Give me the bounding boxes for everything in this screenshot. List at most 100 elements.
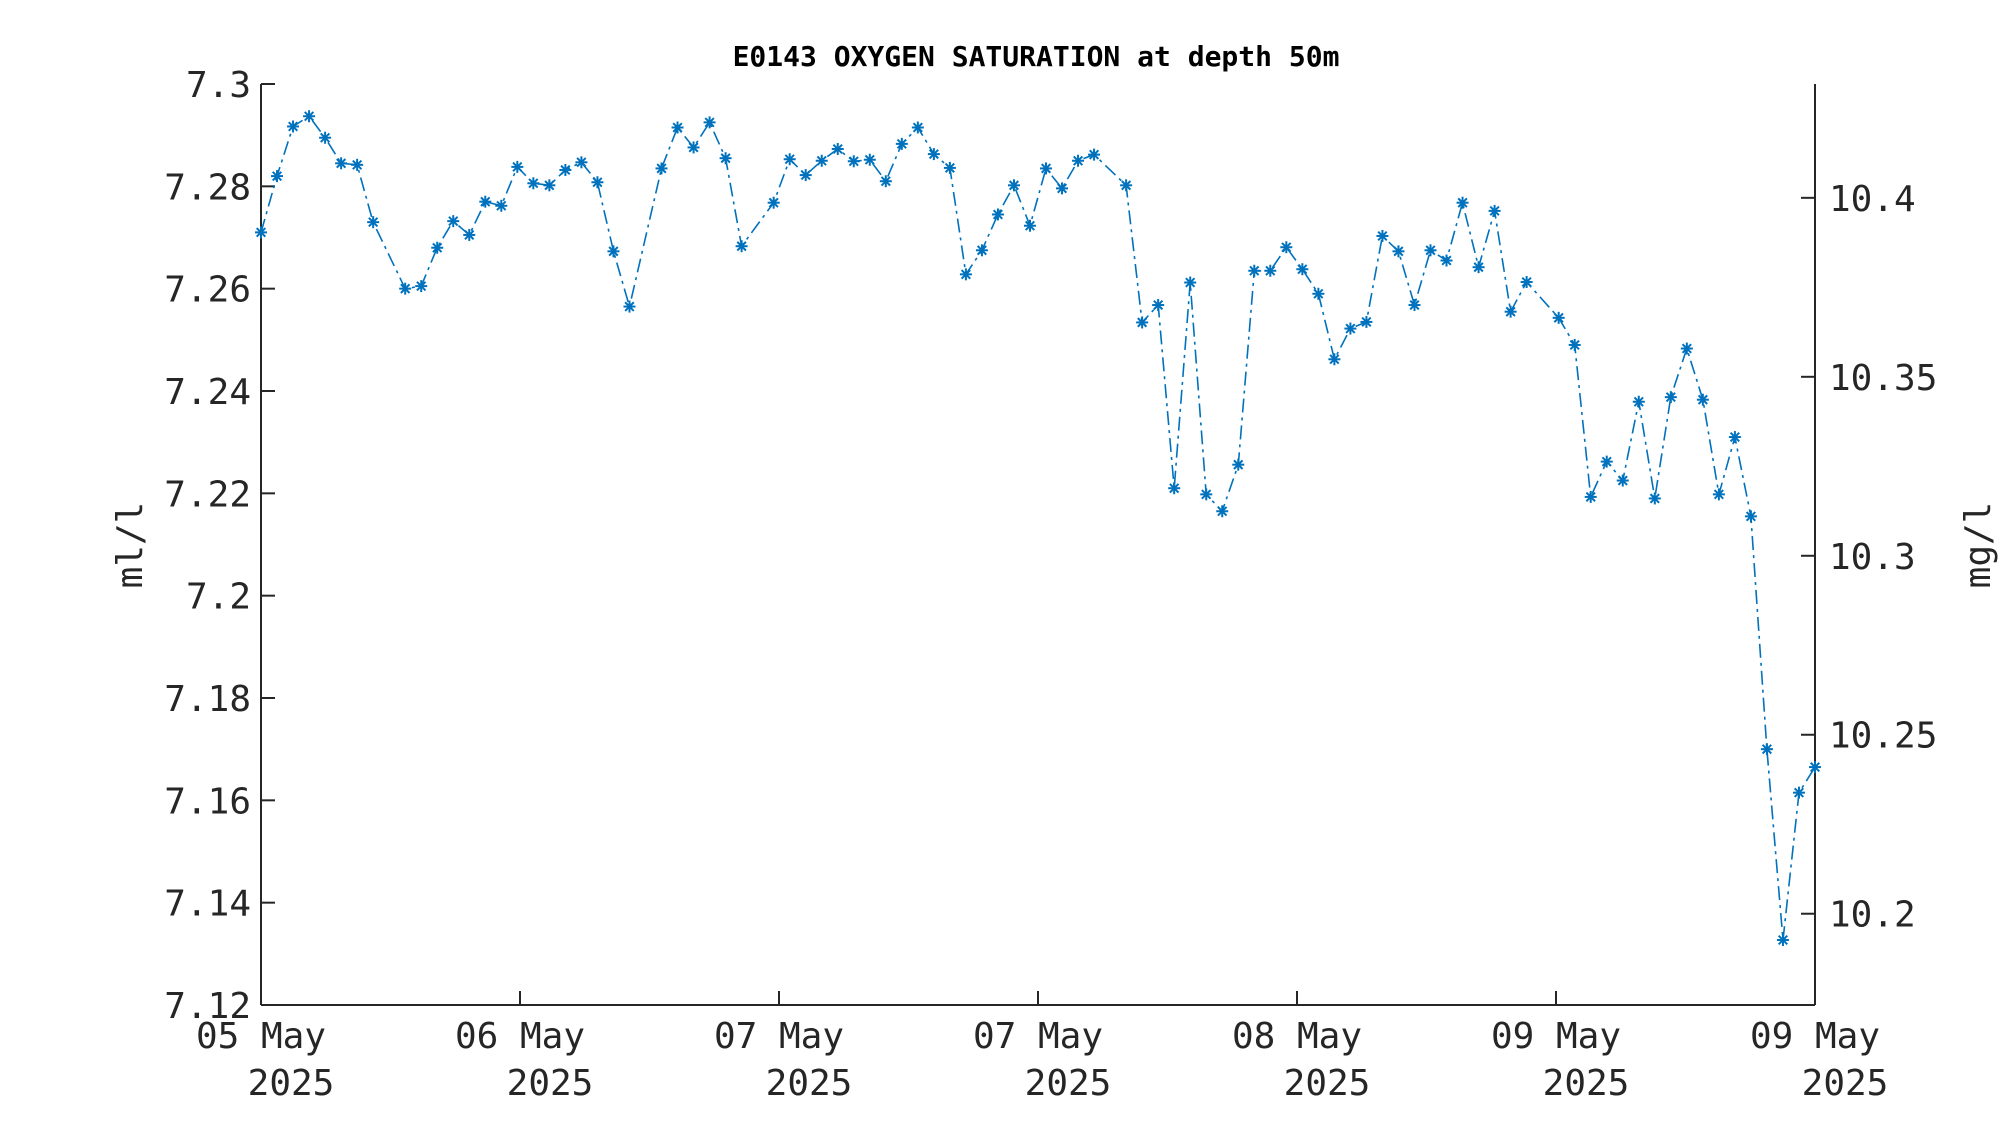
data-point xyxy=(1648,492,1661,505)
right-tick-label: 10.3 xyxy=(1829,537,1916,578)
data-point xyxy=(943,161,956,174)
data-point xyxy=(591,176,604,189)
data-point xyxy=(1328,353,1341,366)
x-tick-day-label: 07 May xyxy=(973,1016,1103,1057)
left-tick-label: 7.22 xyxy=(164,474,251,515)
data-point xyxy=(1504,305,1517,318)
data-point xyxy=(847,155,860,168)
data-point xyxy=(303,110,316,123)
data-point xyxy=(575,156,588,169)
data-point xyxy=(1376,229,1389,242)
data-point xyxy=(1344,322,1357,335)
data-point xyxy=(1200,488,1213,501)
data-point xyxy=(1616,474,1629,487)
data-point xyxy=(1184,276,1197,289)
left-tick-label: 7.24 xyxy=(164,372,251,413)
data-point xyxy=(1488,204,1501,217)
x-tick-year-label: 2025 xyxy=(1802,1063,1889,1104)
left-tick-label: 7.18 xyxy=(164,679,251,720)
data-point xyxy=(1312,287,1325,300)
data-point xyxy=(559,163,572,176)
data-point xyxy=(1792,786,1805,799)
data-point xyxy=(1744,510,1757,523)
data-point xyxy=(1168,482,1181,495)
series-oxygen xyxy=(255,110,1821,947)
x-tick-year-label: 2025 xyxy=(248,1063,335,1104)
data-point xyxy=(1040,162,1053,175)
x-tick-year-label: 2025 xyxy=(1543,1063,1630,1104)
data-point xyxy=(767,196,780,209)
left-tick-label: 7.26 xyxy=(164,270,251,311)
right-tick-label: 10.2 xyxy=(1829,895,1916,936)
x-tick-day-label: 09 May xyxy=(1491,1016,1621,1057)
data-point xyxy=(1809,761,1821,774)
data-point xyxy=(1360,315,1373,328)
data-point xyxy=(655,162,668,175)
data-point xyxy=(703,116,716,129)
data-point xyxy=(911,121,924,134)
data-point xyxy=(543,179,556,192)
data-point xyxy=(1760,743,1773,756)
data-point xyxy=(1248,264,1261,277)
data-point xyxy=(319,131,332,144)
data-point xyxy=(255,226,267,239)
right-y-axis-ticks: 10.4 10.35 10.3 10.25 10.2 xyxy=(1801,179,1937,936)
data-point xyxy=(1696,393,1709,406)
data-point xyxy=(1056,182,1069,195)
data-point xyxy=(447,215,460,228)
data-point xyxy=(335,157,348,170)
data-point xyxy=(1440,254,1453,267)
data-point xyxy=(815,154,828,167)
data-point xyxy=(927,148,940,161)
left-tick-label: 7.14 xyxy=(164,884,251,925)
data-point xyxy=(1664,391,1677,404)
x-tick-year-label: 2025 xyxy=(507,1063,594,1104)
left-tick-label: 7.12 xyxy=(164,986,251,1027)
data-point xyxy=(1072,154,1085,167)
data-point xyxy=(1152,299,1165,312)
x-axis-ticks: 05 May 2025 06 May 2025 07 May 2025 07 May 2025… xyxy=(196,991,1888,1104)
data-point xyxy=(783,153,796,166)
data-point xyxy=(1568,338,1581,351)
data-point xyxy=(495,199,508,212)
data-point xyxy=(1680,342,1693,355)
data-point xyxy=(1456,196,1469,209)
data-point xyxy=(1712,488,1725,501)
data-point xyxy=(799,169,812,182)
data-point xyxy=(271,170,284,183)
data-point xyxy=(1232,458,1245,471)
data-point xyxy=(607,245,620,258)
data-point xyxy=(511,160,524,173)
data-point xyxy=(399,282,412,295)
chart-title: E0143 OXYGEN SATURATION at depth 50m xyxy=(733,40,1340,73)
data-point xyxy=(1023,219,1036,232)
right-tick-label: 10.4 xyxy=(1829,179,1916,220)
left-y-axis-label: ml/l xyxy=(110,502,151,589)
x-tick-day-label: 06 May xyxy=(455,1016,585,1057)
x-tick-day-label: 09 May xyxy=(1750,1016,1880,1057)
x-tick-year-label: 2025 xyxy=(766,1063,853,1104)
x-tick-day-label: 05 May xyxy=(196,1016,326,1057)
right-tick-label: 10.25 xyxy=(1829,716,1937,757)
data-point xyxy=(1296,263,1309,276)
data-point xyxy=(351,158,364,171)
data-point xyxy=(415,280,428,293)
data-point xyxy=(1776,934,1789,947)
data-point xyxy=(1584,490,1597,503)
data-point xyxy=(959,268,972,281)
data-point xyxy=(1392,245,1405,258)
series-markers xyxy=(255,110,1821,947)
data-point xyxy=(879,175,892,188)
data-point xyxy=(367,216,380,229)
data-point xyxy=(991,208,1004,221)
left-tick-label: 7.16 xyxy=(164,781,251,822)
series-line xyxy=(260,115,1816,941)
data-point xyxy=(1264,264,1277,277)
right-y-axis-label: mg/l xyxy=(1958,502,1999,589)
data-point xyxy=(687,141,700,154)
data-point xyxy=(1424,244,1437,257)
data-point xyxy=(463,228,476,241)
left-y-axis-ticks: 7.3 7.28 7.26 7.24 7.22 7.2 7.18 7.16 7.14 7.12 xyxy=(164,65,275,1027)
data-point xyxy=(1472,261,1485,274)
